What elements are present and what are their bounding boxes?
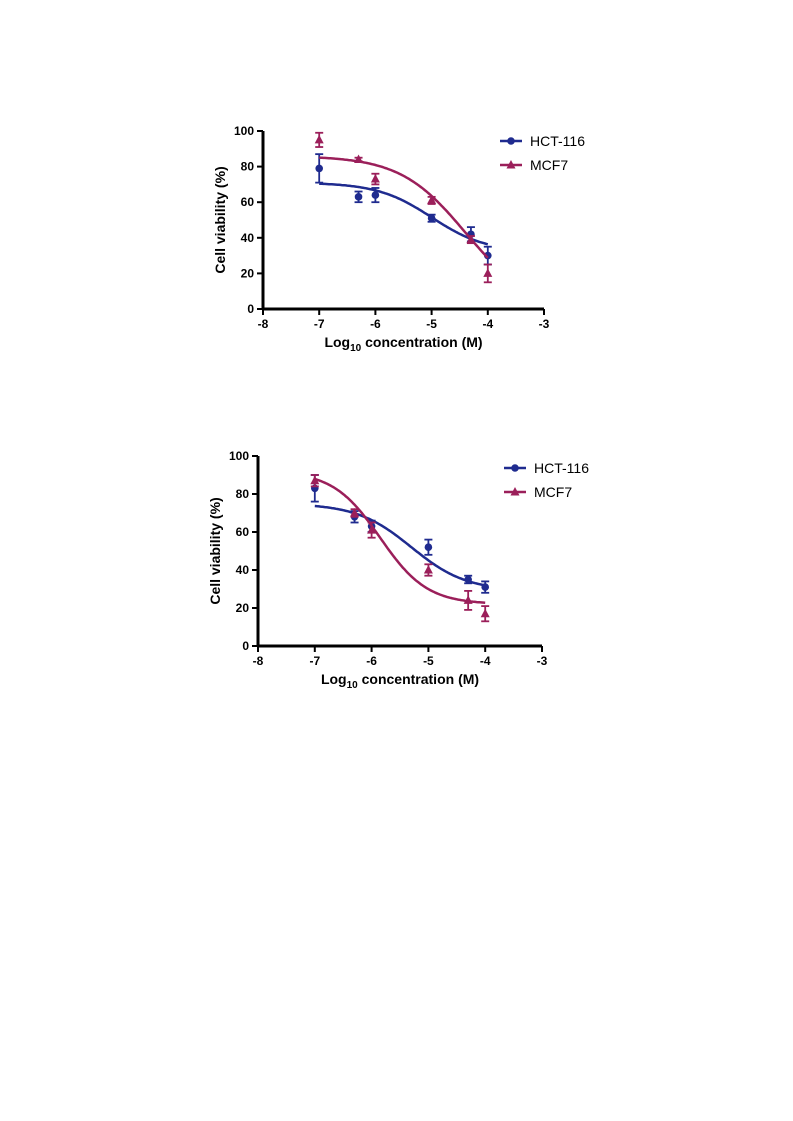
y-tick-label: 80 — [236, 487, 250, 501]
data-point — [310, 475, 320, 485]
data-point — [481, 583, 490, 591]
data-point — [370, 174, 380, 183]
x-tick-label: -7 — [314, 317, 325, 331]
x-tick-label: -7 — [309, 654, 320, 668]
data-point — [466, 234, 476, 244]
data-point — [314, 134, 324, 144]
x-tick-label: -8 — [253, 654, 264, 668]
x-tick-label: -5 — [423, 654, 434, 668]
y-tick-label: 0 — [247, 302, 254, 316]
legend-marker — [510, 487, 520, 496]
data-point — [350, 508, 360, 517]
data-point — [427, 195, 437, 204]
fit-curve-MCF7 — [314, 477, 486, 604]
y-tick-label: 60 — [241, 195, 255, 209]
data-point — [371, 191, 380, 199]
x-tick-label: -6 — [366, 654, 377, 668]
x-tick-label: -6 — [370, 317, 381, 331]
data-point — [464, 575, 472, 584]
y-axis-label: Cell viability (%) — [207, 497, 223, 604]
y-tick-label: 20 — [236, 601, 250, 615]
x-tick-label: -8 — [258, 317, 269, 331]
legend-marker — [506, 160, 516, 169]
legend-label: MCF7 — [534, 484, 572, 500]
legend-marker — [507, 137, 515, 145]
fit-curve-MCF7 — [319, 156, 489, 259]
y-tick-label: 80 — [241, 160, 255, 174]
data-point — [315, 164, 323, 173]
data-point — [367, 525, 377, 534]
data-point — [354, 193, 363, 201]
y-tick-label: 60 — [236, 525, 250, 539]
fit-curve-HCT-116 — [319, 182, 489, 246]
data-point — [480, 608, 490, 618]
y-tick-label: 100 — [229, 449, 249, 463]
y-tick-label: 40 — [241, 231, 255, 245]
data-point — [483, 268, 493, 277]
legend-label: MCF7 — [530, 157, 568, 173]
chart-1: 0 20 40 60 80 100 -8 -7 -6 -5 -4 -3 Log10 concentrat… — [212, 124, 585, 353]
x-tick-label: -4 — [482, 317, 493, 331]
x-axis-label: Log10 concentration (M) — [324, 334, 482, 353]
data-point — [423, 565, 433, 574]
x-tick-label: -5 — [426, 317, 437, 331]
x-tick-label: -3 — [537, 654, 548, 668]
x-tick-label: -3 — [539, 317, 550, 331]
data-point — [424, 543, 433, 551]
legend-label: HCT-116 — [530, 133, 585, 149]
data-point — [463, 595, 473, 604]
legend-label: HCT-116 — [534, 460, 589, 476]
x-axis-label: Log10 concentration (M) — [321, 671, 479, 691]
y-axis-label: Cell viability (%) — [212, 166, 228, 273]
data-point — [427, 214, 436, 223]
data-point — [354, 154, 364, 163]
fit-curve-HCT-116 — [314, 504, 486, 587]
y-tick-label: 40 — [236, 563, 250, 577]
y-tick-label: 0 — [242, 639, 249, 653]
chart-2: 0 20 40 60 80 100 -8 -7 -6 -5 -4 -3 Log10 concentrat… — [207, 449, 589, 691]
y-tick-label: 20 — [241, 266, 255, 280]
x-tick-label: -4 — [480, 654, 491, 668]
legend-marker — [511, 464, 519, 472]
y-tick-label: 100 — [234, 124, 254, 138]
